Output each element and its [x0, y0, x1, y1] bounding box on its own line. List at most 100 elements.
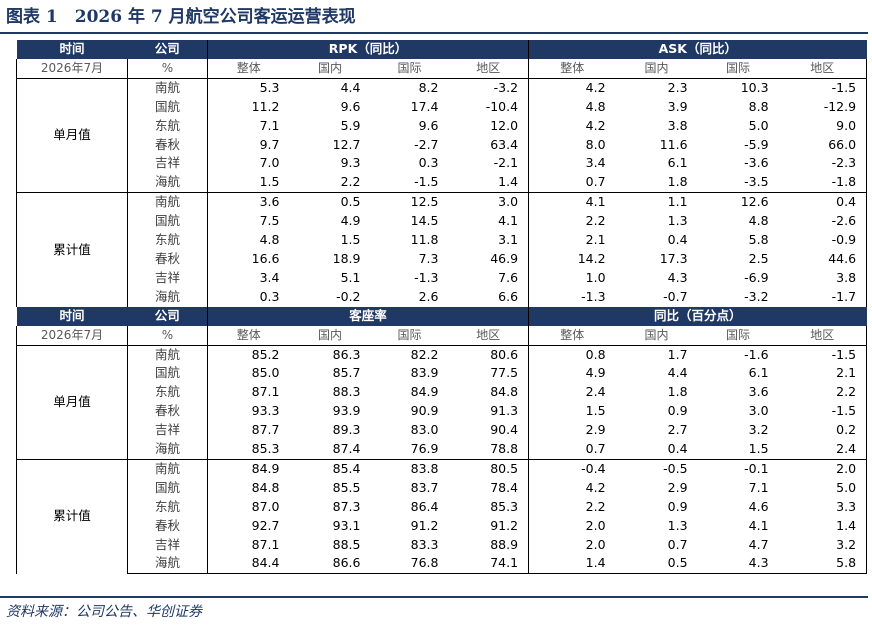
metric-b-value: -1.7: [778, 287, 868, 307]
metric-a-value: -10.4: [485, 98, 519, 114]
metric-a-value: 76.9: [410, 441, 439, 457]
metric-a-value: 87.1: [207, 535, 290, 555]
metric-b-value: 9.0: [778, 116, 868, 136]
table-row: 单月值 南航 85.2 86.3 82.2 80.6 0.8 1.7 -1.6 -1.5: [16, 345, 868, 460]
metric-b-value: -2.6: [778, 212, 868, 232]
metric-b-value: 2.4: [528, 383, 616, 403]
metric-b-value: 0.9: [667, 403, 688, 419]
column-header: 地区: [778, 325, 868, 346]
metric-b-value: 4.8: [748, 213, 769, 229]
metric-a-value: 90.4: [490, 422, 519, 438]
column-header: 整体: [528, 325, 616, 346]
metric-a-value: 92.7: [207, 516, 290, 536]
company-name: 东航: [127, 116, 208, 136]
metric-b-value: -0.4: [528, 458, 616, 479]
metric-a-value: 5.3: [207, 78, 290, 98]
metric-b-value: 7.1: [748, 479, 769, 495]
metric-b-value: 4.3: [697, 554, 779, 575]
table-row: 海航 0.3 -0.2 2.6 6.6 -1.3 -0.7 -3.2 -1.7: [17, 287, 868, 307]
table-row: 春秋 9.7 12.7 -2.7 63.4 8.0 11.6 -5.9 66.0: [17, 135, 868, 155]
header-group-b: 同比（百分点）: [528, 306, 867, 326]
metric-b-value: -0.1: [697, 458, 779, 479]
unit-label: %: [127, 58, 208, 79]
metric-a-value: 0.5: [289, 192, 371, 213]
column-header: 国际: [370, 58, 449, 79]
metric-b-value: 1.5: [528, 402, 616, 422]
metric-b-value: 1.4: [778, 516, 868, 536]
company-name: 海航: [127, 440, 208, 460]
metric-b-value: 4.2: [528, 478, 616, 498]
period-type-label: 累计值: [16, 192, 128, 307]
metric-b-value: -1.5: [778, 78, 868, 98]
metric-b-value: 0.4: [667, 441, 688, 457]
company-name: 南航: [127, 192, 208, 213]
header-row: 时间 公司 客座率 同比（百分点）: [16, 306, 867, 326]
subheader-row: 2026年7月% 整体 国内 国际 地区 整体 国内 国际 地区: [16, 58, 868, 79]
table-row: 吉祥 3.4 5.1 -1.3 7.6 1.0 4.3 -6.9 3.8: [17, 268, 868, 288]
metric-a-value: 83.3: [410, 536, 439, 552]
metric-b-value: -0.9: [778, 231, 868, 250]
metric-a-value: 84.4: [207, 554, 290, 575]
header-time: 时间: [16, 40, 128, 59]
metric-a-value: 84.8: [207, 478, 290, 498]
company-name: 吉祥: [127, 421, 208, 441]
header-row: 时间 公司 RPK（同比） ASK（同比）: [16, 40, 867, 59]
table-row: 海航 84.4 86.6 76.8 74.1 1.4 0.5 4.3 5.8: [17, 554, 868, 575]
metric-a-value: 5.1: [340, 269, 361, 285]
metric-a-value: 12.5: [370, 192, 449, 213]
metric-a-value: 78.8: [490, 441, 519, 457]
metric-b-value: 2.9: [528, 421, 616, 441]
period-label: 2026年7月: [16, 325, 128, 346]
metric-b-value: 3.4: [528, 154, 616, 174]
metric-b-value: 3.2: [748, 422, 769, 438]
metric-b-value: 1.8: [667, 174, 688, 190]
metric-b-value: 4.2: [528, 116, 616, 136]
company-name: 春秋: [127, 516, 208, 536]
metric-a-value: 80.6: [490, 346, 519, 362]
metric-b-value: 3.0: [748, 403, 769, 419]
table-row: 吉祥 7.0 9.3 0.3 -2.1 3.4 6.1 -3.6 -2.3: [17, 154, 868, 174]
metric-a-value: 74.1: [448, 554, 529, 575]
table-row: 东航 87.0 87.3 86.4 85.3 2.2 0.9 4.6 3.3: [17, 497, 868, 517]
metric-b-value: 1.4: [528, 554, 616, 575]
metric-a-value: 85.2: [207, 345, 290, 365]
company-name: 海航: [127, 287, 208, 307]
source-note: 资料来源：公司公告、华创证券: [6, 604, 202, 620]
metric-b-value: 0.7: [528, 440, 616, 460]
figure-title: 图表 1 2026 年 7 月航空公司客运运营表现: [6, 7, 356, 27]
company-name: 春秋: [127, 249, 208, 269]
metric-a-value: 87.1: [207, 383, 290, 403]
metric-a-value: 87.0: [207, 497, 290, 517]
metric-b-value: -5.9: [744, 136, 769, 152]
metric-b-value: 10.3: [740, 79, 769, 95]
metric-a-value: 3.0: [448, 192, 529, 213]
metric-a-value: 91.2: [490, 517, 519, 533]
company-name: 春秋: [127, 402, 208, 422]
metric-b-value: 6.1: [748, 365, 769, 381]
column-header: 国内: [615, 325, 698, 346]
metric-a-value: 85.0: [207, 364, 290, 384]
company-name: 吉祥: [127, 154, 208, 174]
metric-b-value: -1.6: [744, 346, 769, 362]
table-row: 春秋 16.6 18.9 7.3 46.9 14.2 17.3 2.5 44.6: [17, 249, 868, 269]
metric-a-value: 87.7: [207, 421, 290, 441]
metric-b-value: -3.6: [744, 155, 769, 171]
metric-a-value: 5.9: [340, 117, 361, 133]
company-name: 吉祥: [127, 535, 208, 555]
footer-rule: [0, 596, 868, 598]
table-row: 春秋 93.3 93.9 90.9 91.3 1.5 0.9 3.0 -1.5: [17, 402, 868, 422]
metric-a-value: 84.8: [490, 384, 519, 400]
metric-b-value: -12.9: [778, 97, 868, 117]
metric-a-value: 82.2: [410, 346, 439, 362]
table-row: 春秋 92.7 93.1 91.2 91.2 2.0 1.3 4.1 1.4: [17, 516, 868, 536]
metric-a-value: 77.5: [490, 365, 519, 381]
table-row: 东航 4.8 1.5 11.8 3.1 2.1 0.4 5.8 -0.9: [17, 231, 868, 250]
metric-b-value: 5.8: [778, 554, 868, 575]
metric-b-value: 0.4: [667, 232, 688, 248]
column-header: 国际: [697, 325, 779, 346]
metric-b-value: -1.5: [778, 345, 868, 365]
metric-a-value: 4.4: [340, 79, 361, 95]
metric-a-value: 4.8: [207, 231, 290, 250]
company-name: 东航: [127, 383, 208, 403]
metric-a-value: 18.9: [332, 250, 361, 266]
